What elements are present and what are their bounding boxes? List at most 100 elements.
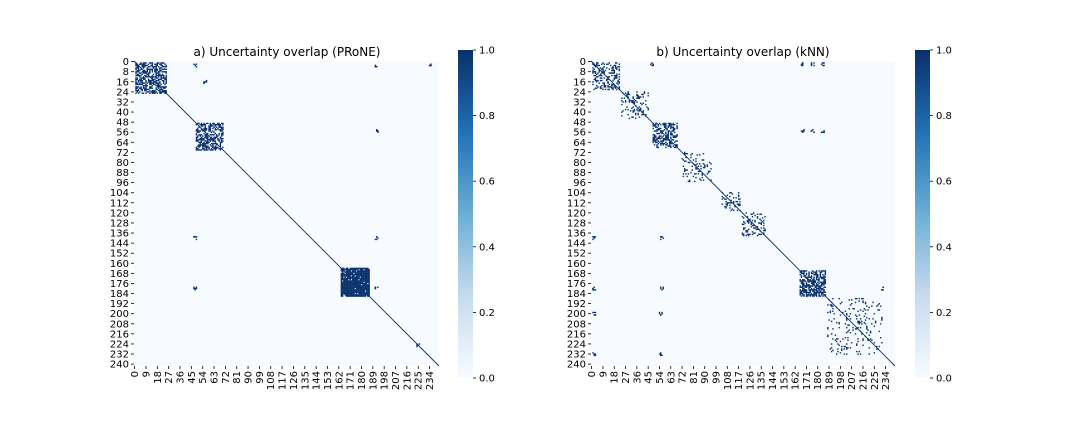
heatmap-cell [668, 124, 671, 126]
heatmap-cell [368, 275, 370, 277]
heatmap-cell [345, 289, 348, 291]
heatmap-cell [820, 271, 823, 273]
heatmap-cell [151, 76, 154, 78]
heatmap-cell [824, 291, 827, 294]
heatmap-cell [754, 214, 756, 217]
heatmap-cell [613, 69, 616, 72]
heatmap-cell [365, 286, 368, 289]
heatmap-cell [844, 310, 847, 312]
heatmap-cell [706, 173, 708, 175]
heatmap-cell [147, 78, 150, 81]
heatmap-cell [861, 320, 863, 323]
heatmap-cell [219, 147, 222, 150]
heatmap-cell [375, 130, 378, 132]
heatmap-cell [838, 344, 840, 346]
heatmap-cell [165, 82, 167, 84]
heatmap-cell [355, 272, 358, 275]
heatmap-cell [606, 63, 608, 65]
heatmap-cell [161, 68, 164, 70]
heatmap-cell [430, 64, 432, 67]
heatmap-cell [155, 84, 157, 87]
heatmap-cell [660, 131, 662, 133]
y-tick-label: 40 [116, 108, 129, 119]
heatmap-cell [355, 267, 358, 270]
heatmap-cell [139, 78, 141, 81]
heatmap-cell [363, 289, 365, 291]
heatmap-cell [638, 97, 641, 99]
heatmap-cell [864, 313, 867, 315]
heatmap-cell [823, 284, 825, 286]
heatmap-cell [162, 81, 165, 83]
heatmap-cell [344, 289, 346, 291]
heatmap-cell [343, 280, 345, 282]
heatmap-cell [205, 149, 208, 151]
heatmap-cell [368, 270, 370, 272]
heatmap-cell [135, 79, 137, 82]
heatmap-cell [161, 91, 164, 93]
heatmap-cell [368, 282, 370, 285]
heatmap-cell [812, 270, 814, 272]
heatmap-cell [854, 328, 857, 330]
heatmap-cell [218, 140, 220, 142]
heatmap-cell [817, 291, 819, 294]
heatmap-cell [830, 320, 833, 323]
heatmap-cell [165, 91, 167, 93]
heatmap-cell [352, 277, 354, 280]
heatmap-cell [155, 66, 157, 68]
heatmap-cell [215, 144, 218, 146]
heatmap-cell [612, 88, 614, 91]
heatmap-cell [345, 268, 348, 271]
heatmap-cell [807, 295, 809, 297]
heatmap-cell [135, 83, 137, 86]
heatmap-cell [656, 146, 658, 149]
heatmap-cell [210, 134, 213, 136]
heatmap-cell [805, 291, 808, 294]
heatmap-cell [665, 137, 667, 140]
heatmap-cell [802, 282, 804, 285]
heatmap-cell [699, 163, 701, 165]
heatmap-cell [611, 74, 613, 77]
heatmap-cell [149, 69, 151, 72]
heatmap-cell [208, 127, 210, 130]
y-tick-label: 240 [567, 360, 586, 371]
heatmap-cell [730, 202, 732, 204]
heatmap-cell [215, 135, 218, 137]
heatmap-cell [847, 337, 849, 339]
heatmap-cell [673, 141, 676, 144]
heatmap-cell [161, 64, 164, 67]
heatmap-cell [359, 272, 362, 275]
heatmap-cell [799, 294, 801, 296]
heatmap-cell [609, 64, 612, 67]
heatmap-cell [347, 279, 349, 281]
heatmap-cell [812, 284, 814, 286]
colorbar-tick-label: 0.8 [479, 111, 495, 122]
heatmap-cell [799, 289, 801, 291]
heatmap-cell [702, 179, 705, 181]
heatmap-cell [818, 292, 820, 295]
heatmap-cell [152, 91, 155, 93]
heatmap-cell [819, 295, 822, 297]
heatmap-cell [695, 164, 697, 166]
heatmap-cell [621, 103, 623, 106]
heatmap-cell [608, 76, 610, 78]
heatmap-cell [593, 311, 595, 314]
heatmap-cell [203, 139, 205, 141]
heatmap-cell [200, 144, 203, 146]
heatmap-cell [815, 289, 818, 291]
heatmap-cell [200, 149, 203, 151]
heatmap-cell [804, 285, 806, 287]
heatmap-cell [350, 292, 353, 295]
heatmap-cell [812, 272, 814, 275]
heatmap-cell [665, 139, 667, 141]
heatmap-cell [670, 137, 672, 140]
heatmap-cell [592, 72, 594, 74]
heatmap-cell [355, 295, 358, 297]
heatmap-cell [812, 289, 814, 291]
heatmap-cell [344, 275, 346, 277]
heatmap-cell [212, 146, 214, 149]
heatmap-cell [857, 338, 859, 340]
heatmap-cell [823, 279, 825, 281]
heatmap-cell [217, 137, 219, 140]
heatmap-cell [205, 79, 208, 82]
heatmap-cell [808, 284, 810, 286]
